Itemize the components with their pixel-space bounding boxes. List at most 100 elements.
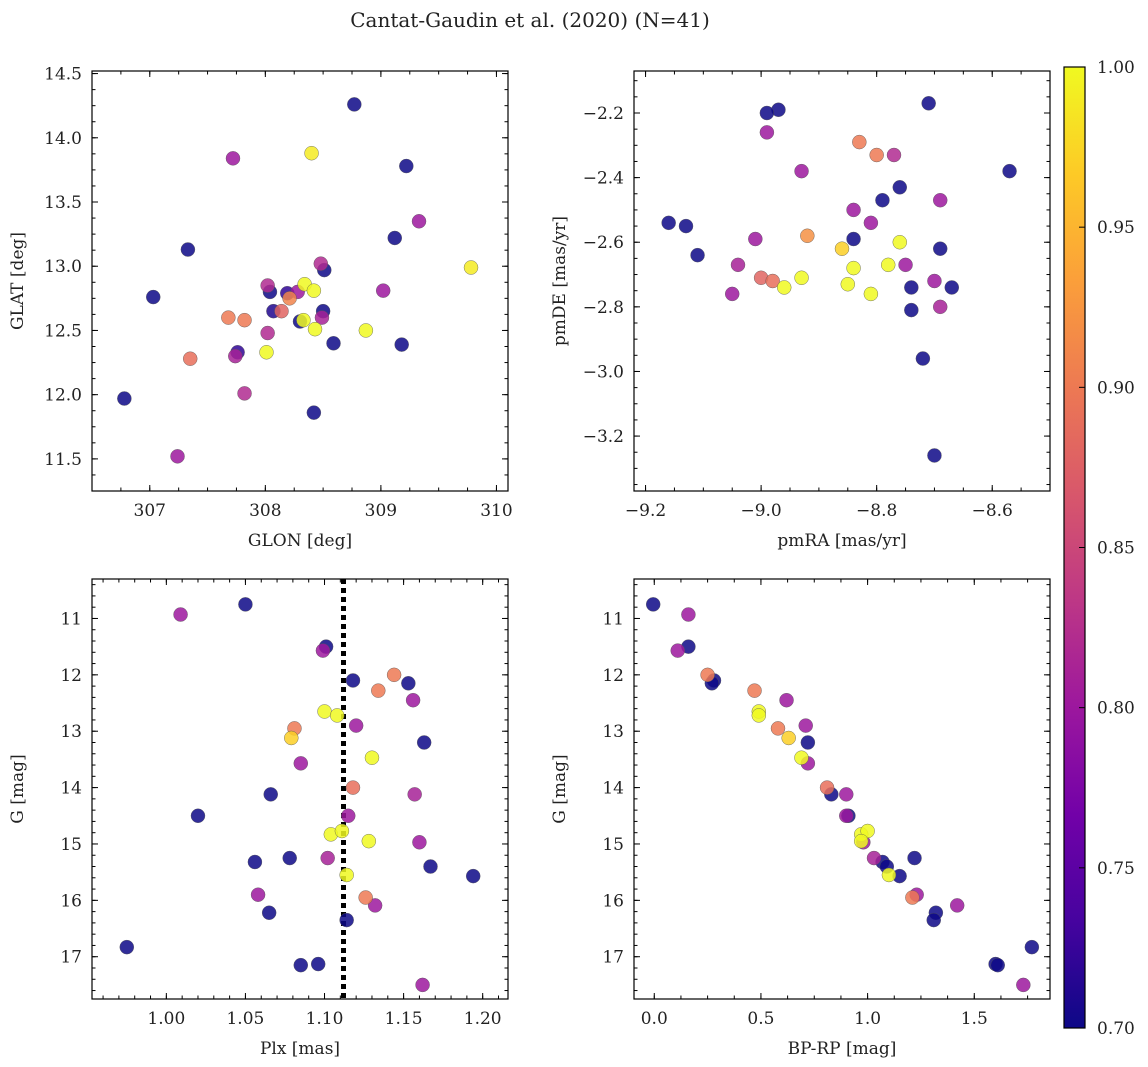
data-point — [748, 231, 763, 247]
data-point — [386, 667, 402, 683]
y-tick-label: 15 — [602, 835, 624, 855]
data-point — [307, 321, 323, 337]
data-point — [423, 859, 438, 874]
data-point — [800, 735, 816, 750]
data-point — [415, 977, 430, 993]
data-point — [221, 310, 236, 325]
data-point — [348, 718, 364, 733]
y-tick-label: 11.5 — [44, 450, 82, 470]
y-tick-label: 13 — [602, 722, 624, 742]
colorbar-tick-label: 0.85 — [1097, 539, 1135, 559]
data-point — [306, 283, 322, 298]
colorbar-tick-label: 0.90 — [1097, 378, 1135, 398]
data-point — [282, 291, 297, 306]
data-point — [339, 867, 354, 883]
data-point — [250, 887, 266, 902]
data-point — [293, 756, 308, 771]
data-point — [904, 302, 919, 318]
y-tick-label: 16 — [60, 891, 82, 911]
data-point — [730, 257, 746, 273]
data-point — [306, 405, 322, 420]
y-tick-label: 12 — [602, 666, 624, 686]
y-tick-label: −2.2 — [583, 104, 624, 124]
data-point — [183, 351, 198, 366]
data-point — [263, 787, 278, 802]
data-point — [260, 325, 275, 341]
x-tick-label: 0.0 — [641, 1009, 668, 1029]
x-tick-label: −8.6 — [972, 501, 1013, 521]
data-point — [463, 260, 479, 275]
data-point — [839, 808, 854, 823]
data-point — [798, 718, 813, 733]
data-point — [990, 957, 1005, 973]
y-tick-label: 13.5 — [44, 193, 82, 213]
data-point — [358, 890, 373, 905]
y-tick-label: 15 — [60, 835, 82, 855]
data-point — [225, 151, 241, 166]
axes-frame — [91, 70, 509, 492]
data-point — [863, 286, 879, 302]
data-point — [794, 750, 809, 765]
data-point — [416, 735, 432, 750]
x-tick-label: 1.5 — [961, 1009, 988, 1029]
data-point — [759, 125, 775, 140]
data-point — [304, 146, 319, 161]
data-point — [405, 693, 421, 708]
data-point — [846, 260, 861, 276]
data-point — [260, 278, 275, 293]
data-point — [690, 247, 705, 263]
data-point — [875, 193, 890, 208]
panel-p4: 0.0 0.5 1.0 1.5 11 12 13 14 15 16 17 BP-RP [mag] G [… — [550, 578, 1051, 1059]
y-tick-label: 16 — [602, 891, 624, 911]
y-tick-label: 12.5 — [44, 321, 82, 341]
y-tick-label: 14.5 — [44, 65, 82, 85]
data-point — [725, 286, 740, 302]
x-tick-label: 1.20 — [464, 1009, 502, 1029]
y-tick-label: 17 — [60, 948, 82, 968]
data-point — [869, 147, 884, 163]
data-point — [840, 277, 855, 292]
x-tick-label: 1.00 — [147, 1009, 185, 1029]
data-point — [866, 850, 882, 866]
data-point — [1002, 163, 1017, 179]
data-point — [329, 708, 345, 723]
data-point — [310, 956, 326, 972]
colorbar: 0.70 0.75 0.80 0.85 0.90 0.95 1.00 — [1063, 58, 1135, 1039]
y-axis-label: G [mag] — [8, 754, 28, 823]
x-tick-label: −8.8 — [856, 501, 897, 521]
x-tick-label: −9.2 — [625, 501, 666, 521]
y-tick-label: 12 — [60, 666, 82, 686]
data-point — [926, 912, 941, 928]
data-point — [412, 835, 427, 850]
x-tick-label: 1.10 — [306, 1009, 344, 1029]
data-point — [326, 336, 341, 351]
x-tick-label: −9.0 — [740, 501, 781, 521]
data-point — [678, 218, 694, 234]
data-point — [777, 280, 792, 295]
x-tick-label: 310 — [480, 501, 512, 521]
data-point — [119, 939, 134, 955]
x-tick-label: 1.0 — [854, 1009, 881, 1029]
data-point — [904, 280, 919, 295]
x-axis-label: BP-RP [mag] — [788, 1039, 897, 1059]
y-axis-label: G [mag] — [550, 754, 570, 823]
panel-p2: −9.2 −9.0 −8.8 −8.6 −3.2 −3.0 −2.8 −2.6 −2.4 −2.2… — [550, 70, 1051, 551]
data-point — [228, 348, 243, 364]
data-point — [345, 780, 361, 795]
data-point — [394, 337, 409, 352]
data-point — [237, 386, 252, 401]
colorbar-tick-label: 0.80 — [1097, 699, 1135, 719]
data-point — [839, 787, 854, 802]
data-point — [345, 673, 361, 688]
data-point — [274, 303, 289, 319]
data-point — [466, 868, 481, 884]
data-point — [915, 351, 931, 366]
data-point — [237, 312, 252, 328]
data-point — [927, 273, 942, 289]
data-point — [944, 280, 959, 295]
data-point — [779, 693, 794, 708]
x-tick-label: 1.05 — [226, 1009, 264, 1029]
data-point — [347, 97, 362, 112]
y-tick-label: 13 — [60, 722, 82, 742]
y-tick-label: 12.0 — [44, 386, 82, 406]
